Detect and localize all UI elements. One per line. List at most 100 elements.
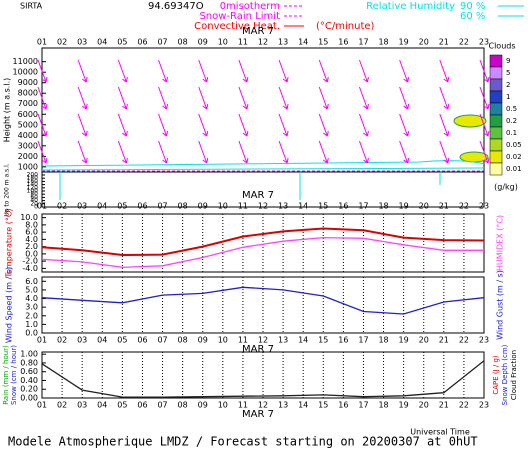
wind-arrow [318,140,329,164]
low-y-tick-label: 100 [27,188,39,195]
colorbar-segment [489,114,503,128]
hour-label: 04 [97,38,107,47]
hour-label: 23 [479,336,489,345]
wind-arrow [439,113,450,137]
wind-arrow [198,113,209,137]
wind-arrow [479,59,490,83]
hour-label: 01 [37,401,47,410]
hour-label: 03 [77,336,87,345]
hour-label: 22 [459,336,469,345]
hour-label: 19 [399,401,409,410]
hour-label: 04 [97,401,107,410]
wind-arrow [318,113,329,137]
hour-label: 21 [439,38,449,47]
hour-label: 07 [157,202,167,211]
hour-label: 02 [57,38,67,47]
hour-label: 17 [358,38,368,47]
hour-label: 20 [419,38,429,47]
wind-arrow [37,86,48,110]
wind-arrow [278,140,289,164]
hour-label: 22 [459,38,469,47]
hour-label: 10 [218,202,228,211]
hour-label: 06 [137,336,147,345]
y2-axis-label: Snow Depth (cm) [501,344,509,405]
hour-label: 22 [459,202,469,211]
low-y-axis-label: Up to 200 m a.s.l. [4,163,11,216]
y-tick-label: 6.0 [25,277,38,286]
hour-label: 04 [97,336,107,345]
hour-label: 07 [157,336,167,345]
wind-arrow [439,140,450,164]
hour-label: 09 [198,202,208,211]
series-line [41,360,485,398]
hour-label: 12 [258,401,268,410]
y-tick-label: 0.20 [20,385,38,394]
coordinates: 94.69347O [148,1,204,12]
colorbar-label: 0.05 [506,141,522,149]
hour-label: 03 [77,202,87,211]
y2-axis-label: Wind Gust (m / s) [496,270,505,340]
wind-arrow [117,140,128,164]
y-tick-label: 5.0 [25,285,38,294]
series-line [41,236,484,268]
low-y-tick-label: 60 [30,194,38,201]
hour-label: 15 [318,401,328,410]
y-tick-label: 4.0 [25,235,38,244]
hour-label: 21 [439,202,449,211]
wind-arrow [358,59,369,83]
colorbar-label: 0.2 [506,117,517,125]
y-tick-label: 7000 [18,99,38,108]
low-y-tick-label: 80 [30,191,38,198]
hour-label: 13 [278,38,288,47]
hour-label: 06 [137,38,147,47]
hour-label: 02 [57,336,67,345]
hour-label: 15 [318,38,328,47]
y-tick-label: 6000 [18,110,38,119]
wind-arrow [117,113,128,137]
date-label: MAR 7 [242,26,274,37]
wind-arrow [479,140,490,164]
y2-axis-label: Cloud Fraction [510,350,518,400]
y2-axis-label: CAPE (J / g) [492,355,500,395]
y-tick-label: 0.0 [25,329,38,338]
wind-arrow [238,140,249,164]
wind-arrow [479,113,490,137]
hour-label: 16 [338,38,348,47]
colorbar-segment [489,66,503,80]
date-label: MAR 7 [242,190,274,201]
hour-label: 05 [117,336,127,345]
colorbar-label: 0.01 [506,165,522,173]
wind-arrow [198,140,209,164]
hour-label: 01 [37,38,47,47]
hour-label: 09 [198,336,208,345]
y-tick-label: 1.0 [25,320,38,329]
wind-arrow [238,59,249,83]
hour-label: 20 [419,401,429,410]
wind-arrow [318,59,329,83]
y-tick-label: 6.0 [25,228,38,237]
wind-arrow [278,86,289,110]
y-tick-label: 8000 [18,89,38,98]
hour-label: 05 [117,202,127,211]
colorbar-segment [489,78,503,92]
hour-label: 12 [258,336,268,345]
low-y-tick-label: 160 [27,178,39,185]
hour-label: 13 [278,336,288,345]
y-tick-label: 2.0 [25,311,38,320]
cloud-blob [459,151,489,163]
hour-label: 16 [338,336,348,345]
hour-label: 03 [77,38,87,47]
hour-label: 18 [378,202,388,211]
hour-label: 07 [157,38,167,47]
colorbar-segment [489,90,503,104]
hour-label: 17 [358,401,368,410]
wind-arrow [278,59,289,83]
wind-arrow [399,86,410,110]
wind-arrow [278,113,289,137]
hour-label: 19 [399,202,409,211]
wind-arrow [37,59,48,83]
y-tick-label: 2000 [18,152,38,161]
y-tick-label: 0.80 [20,358,38,367]
hour-label: 11 [238,202,248,211]
panel [41,47,485,208]
